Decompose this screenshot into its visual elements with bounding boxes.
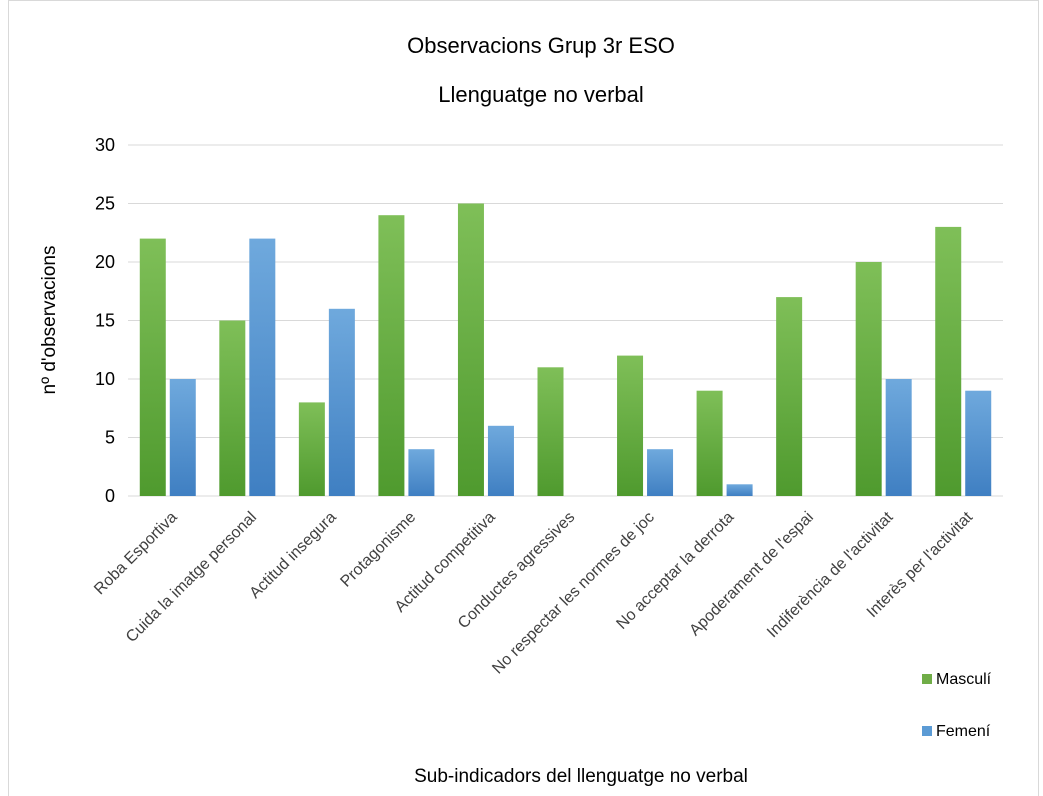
legend-swatch xyxy=(922,674,932,684)
bar-masculi xyxy=(298,402,325,496)
bar-masculi xyxy=(776,297,803,496)
bar-femeni xyxy=(169,379,196,496)
bar-femeni xyxy=(487,425,514,496)
bar-femeni xyxy=(726,484,753,496)
bar-masculi xyxy=(378,215,405,496)
y-tick-label: 15 xyxy=(95,311,115,331)
y-tick-label: 5 xyxy=(105,428,115,448)
bar-masculi xyxy=(457,203,484,496)
bar-femeni xyxy=(249,238,276,496)
x-tick-label: Roba Esportiva xyxy=(91,509,180,598)
bar-masculi xyxy=(537,367,564,496)
bar-masculi xyxy=(696,390,723,496)
bars xyxy=(139,203,992,496)
y-tick-label: 25 xyxy=(95,194,115,214)
bar-femeni xyxy=(647,449,674,496)
bar-masculi xyxy=(935,226,962,496)
x-tick-label: No respectar les normes de joc xyxy=(489,509,658,678)
legend: Masculí Femení xyxy=(922,671,992,740)
chart-subtitle: Llenguatge no verbal xyxy=(438,82,644,107)
y-tick-label: 30 xyxy=(95,135,115,155)
chart-title: Observacions Grup 3r ESO xyxy=(407,33,675,58)
legend-label: Femení xyxy=(936,723,991,740)
x-tick-label: Protagonisme xyxy=(337,509,419,591)
legend-swatch xyxy=(922,726,932,736)
bar-masculi xyxy=(855,262,882,496)
legend-label: Masculí xyxy=(936,671,992,688)
y-axis-ticks: 0 5 10 15 20 25 30 xyxy=(95,135,115,506)
bar-femeni xyxy=(408,449,435,496)
y-tick-label: 10 xyxy=(95,369,115,389)
y-tick-label: 20 xyxy=(95,252,115,272)
x-axis-title: Sub-indicadors del llenguatge no verbal xyxy=(414,766,748,787)
y-axis-title: nº d'observacions xyxy=(39,246,60,395)
x-tick-label: Actitud insegura xyxy=(247,509,340,602)
bar-femeni xyxy=(965,390,992,496)
y-tick-label: 0 xyxy=(105,486,115,506)
bar-masculi xyxy=(617,355,644,496)
bar-masculi xyxy=(139,238,166,496)
bar-masculi xyxy=(219,320,246,496)
bar-femeni xyxy=(885,379,912,496)
bar-femeni xyxy=(328,308,355,496)
x-tick-label: Cuida la imatge personal xyxy=(123,509,260,646)
x-tick-label: Indiferència de l'activitat xyxy=(764,508,897,641)
